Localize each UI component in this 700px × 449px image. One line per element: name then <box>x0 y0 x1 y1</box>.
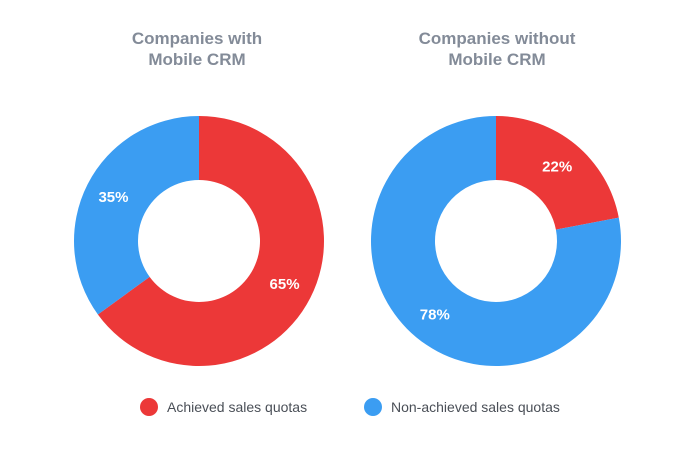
donut-slice-non-achieved <box>74 116 199 315</box>
legend-label-non-achieved: Non-achieved sales quotas <box>391 399 560 415</box>
chart-title-line-2: Mobile CRM <box>148 50 246 69</box>
slice-value-label: 22% <box>542 159 572 176</box>
chart-title-line-1: Companies with <box>131 29 263 48</box>
legend-item-achieved: Achieved sales quotas <box>140 398 307 416</box>
chart-title-without-mobile-crm: Companies without Mobile CRM <box>367 28 627 70</box>
chart-title-line-1: Companies without <box>418 29 576 48</box>
donut-slice-achieved <box>97 116 324 366</box>
slice-value-label: 78% <box>420 306 450 323</box>
chart-title-line-2: Mobile CRM <box>448 50 546 69</box>
legend-label-achieved: Achieved sales quotas <box>167 399 308 415</box>
legend-swatch-non-achieved <box>364 398 382 416</box>
slice-value-label: 35% <box>98 189 128 206</box>
legend-item-non-achieved: Non-achieved sales quotas <box>364 398 560 416</box>
chart-title-with-mobile-crm: Companies with Mobile CRM <box>67 28 327 70</box>
donut-slice-achieved <box>496 116 619 230</box>
slice-value-label: 65% <box>270 276 300 293</box>
legend-swatch-achieved <box>140 398 158 416</box>
donut-slice-non-achieved <box>370 116 621 366</box>
